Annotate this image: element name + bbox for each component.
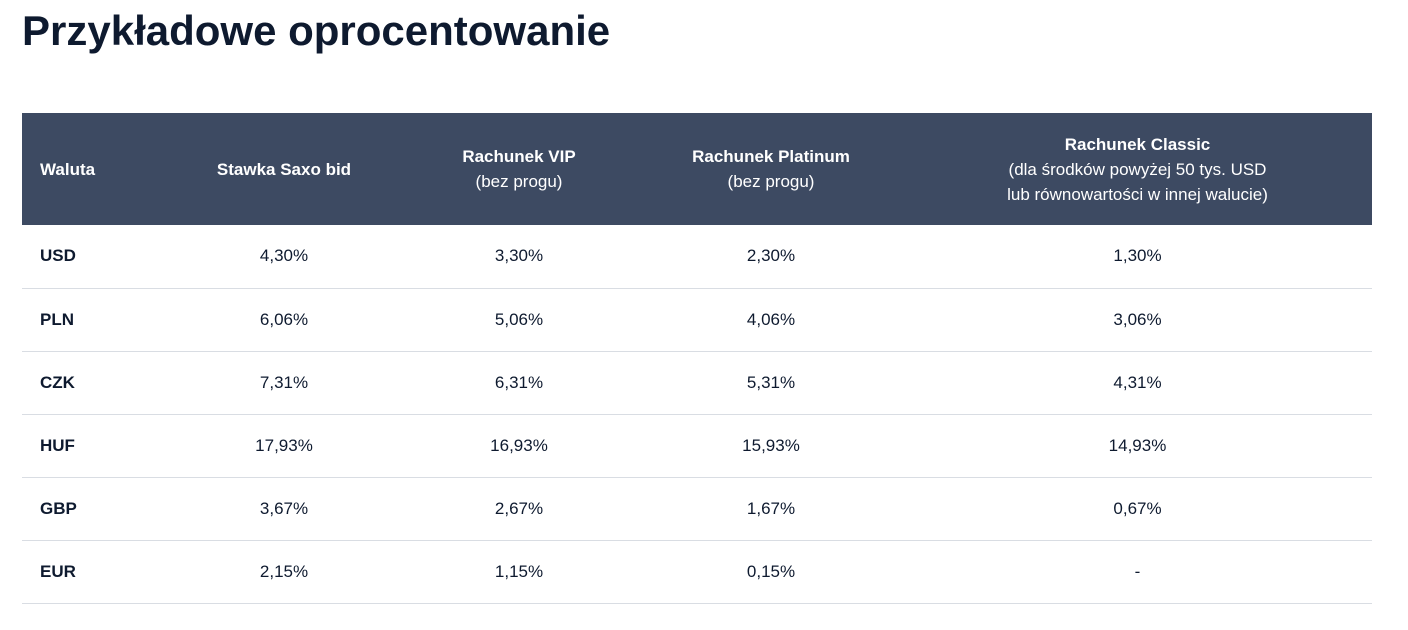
rate-cell-platinum: 5,31% (746, 372, 796, 392)
rate-cell-vip: 2,67% (494, 498, 544, 518)
table-row: GBP 3,67% 2,67% 1,67% 0,67% (22, 477, 1372, 540)
rate-cell-saxo-bid: 7,31% (259, 372, 309, 392)
table-row: CZK 7,31% 6,31% 5,31% 4,31% (22, 351, 1372, 414)
currency-cell: GBP (40, 498, 77, 518)
column-header-vip: Rachunek VIP (bez progu) (399, 113, 639, 225)
rate-cell-saxo-bid: 2,15% (259, 561, 309, 581)
rate-cell-classic: 1,30% (1113, 246, 1162, 266)
column-header-label: Stawka Saxo bid (216, 159, 352, 179)
rate-cell-platinum: 15,93% (742, 435, 800, 455)
currency-cell: HUF (40, 435, 75, 455)
column-header-saxo-bid: Stawka Saxo bid (169, 113, 399, 225)
page-title: Przykładowe oprocentowanie (22, 7, 611, 54)
column-header-label: Rachunek VIP (462, 147, 576, 166)
table-row: PLN 6,06% 5,06% 4,06% 3,06% (22, 288, 1372, 351)
rate-cell-classic: 3,06% (1113, 309, 1162, 329)
currency-cell: PLN (40, 309, 74, 329)
table-row: HUF 17,93% 16,93% 15,93% 14,93% (22, 414, 1372, 477)
rate-cell-saxo-bid: 4,30% (259, 246, 309, 266)
interest-rates-table: Waluta Stawka Saxo bid Rachunek VIP (bez… (22, 113, 1372, 604)
column-header-note: (bez progu) (475, 172, 563, 191)
rate-cell-vip: 6,31% (494, 372, 544, 392)
currency-cell: EUR (40, 561, 76, 581)
rate-cell-classic: 0,67% (1113, 498, 1162, 518)
rate-cell-platinum: 0,15% (746, 561, 796, 581)
rate-cell-classic: - (1134, 561, 1141, 581)
column-header-label: Rachunek Platinum (692, 147, 850, 166)
table-row: USD 4,30% 3,30% 2,30% 1,30% (22, 225, 1372, 288)
rate-cell-vip: 3,30% (494, 246, 544, 266)
column-header-label: Waluta (40, 159, 96, 179)
currency-cell: USD (40, 246, 76, 266)
table-row: EUR 2,15% 1,15% 0,15% - (22, 540, 1372, 603)
column-header-note: lub równowartości w innej walucie) (1007, 184, 1268, 204)
table-header: Waluta Stawka Saxo bid Rachunek VIP (bez… (22, 113, 1372, 225)
column-header-note: (dla środków powyżej 50 tys. USD (1008, 159, 1267, 179)
column-header-note: (bez progu) (727, 172, 815, 191)
rate-cell-saxo-bid: 17,93% (255, 435, 313, 455)
column-header-currency: Waluta (22, 113, 169, 225)
rate-cell-platinum: 1,67% (746, 498, 796, 518)
rate-cell-platinum: 2,30% (746, 246, 796, 266)
rate-cell-saxo-bid: 3,67% (259, 498, 309, 518)
rate-cell-classic: 14,93% (1108, 435, 1167, 455)
column-header-platinum: Rachunek Platinum (bez progu) (639, 113, 903, 225)
rate-cell-vip: 5,06% (494, 309, 544, 329)
table-header-row: Waluta Stawka Saxo bid Rachunek VIP (bez… (22, 113, 1372, 225)
rate-cell-saxo-bid: 6,06% (259, 309, 309, 329)
rate-cell-classic: 4,31% (1113, 372, 1162, 392)
rate-cell-platinum: 4,06% (746, 309, 796, 329)
column-header-label: Rachunek Classic (1064, 134, 1211, 154)
currency-cell: CZK (40, 372, 75, 392)
column-header-classic: Rachunek Classic (dla środków powyżej 50… (903, 113, 1372, 225)
table-body: USD 4,30% 3,30% 2,30% 1,30% PLN 6,06% 5,… (22, 225, 1372, 603)
rate-cell-vip: 16,93% (490, 435, 548, 455)
rate-cell-vip: 1,15% (494, 561, 544, 581)
